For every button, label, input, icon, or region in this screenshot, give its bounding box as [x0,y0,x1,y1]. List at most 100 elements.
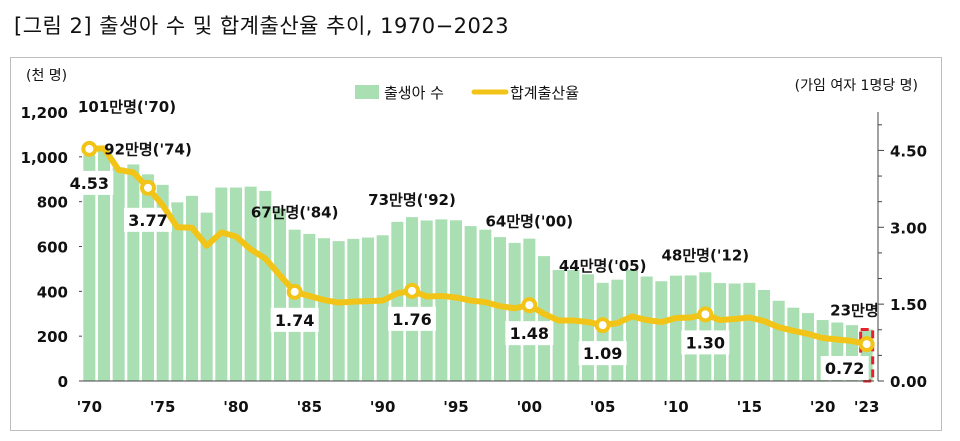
x-tick-label: '23 [854,398,879,416]
bar-1994 [435,219,448,381]
bar-1993 [420,220,433,381]
bar-1985 [303,233,316,381]
left-tick-label: 0 [58,373,68,391]
bar-1973 [127,164,140,381]
bar-1991 [391,221,404,381]
bar-1981 [244,186,257,381]
bar-1980 [229,187,243,381]
right-tick-label: 4.50 [890,142,927,160]
tfr-annotation-1970: 4.53 [70,174,109,193]
x-tick-label: '80 [223,398,248,416]
bar-1995 [449,220,463,381]
bar-2003 [567,270,580,381]
right-tick-label: 3.00 [890,219,927,237]
bar-1971 [97,151,111,381]
tfr-label-bg-1984 [270,307,319,332]
tfr-label-bg-2023 [820,356,869,380]
bar-1990 [376,235,389,381]
x-tick-label: '05 [590,398,615,416]
bar-1989 [361,237,375,381]
bar-1976 [171,202,184,381]
bar-2008 [640,276,653,381]
left-tick-label: 600 [37,239,68,257]
bar-2012 [699,272,712,381]
tfr-label-bg-2005 [578,341,627,366]
bar-2010 [669,275,683,381]
bar-2006 [611,279,624,381]
bar-2001 [537,256,551,381]
tfr-line [86,145,870,348]
tfr-marker-1970 [81,140,98,157]
tfr-annotation-1974: 3.77 [128,211,167,230]
line-layer [81,140,875,353]
legend-line-label: 합계출산율 [510,84,579,102]
left-axis-title: (천 명) [26,68,67,84]
left-tick-label: 1,200 [21,104,68,122]
tfr-annotation-2000: 1.48 [510,324,549,343]
bar-2016 [757,289,771,381]
bar-1972 [112,167,125,381]
tfr-marker-2000 [521,297,538,314]
tfr-label-bg-1970 [65,170,114,195]
tfr-marker-2005 [594,317,611,334]
bar-2014 [728,283,741,381]
axis-layer: 0 200 400 600 800 1,000 1,200 0.00 1.50 3.00 4.50 '… [21,104,927,416]
birth-annotation-1974: 92만명('74) [104,140,192,158]
bar-2009 [655,281,668,381]
tfr-marker-1974 [140,179,156,196]
text-layer: (천 명) (가임 여자 1명당 명) 출생아 수 합계출산율 101만명('70) 92… [26,68,918,378]
legend-bar-label: 출생아 수 [384,84,444,102]
birth-annotation-2000: 64만명('00) [486,213,574,231]
bar-1992 [405,217,419,381]
bar-1982 [259,190,272,381]
birth-annotation-1984: 67만명('84) [251,204,339,222]
x-tick-label: '90 [370,398,395,416]
bar-1978 [200,212,213,381]
right-tick-label: 1.50 [890,296,927,314]
bar-1979 [215,187,228,381]
left-tick-label: 200 [37,328,68,346]
bar-layer [83,151,875,383]
bar-1977 [185,195,199,381]
tfr-annotation-2023: 0.72 [825,359,864,378]
tfr-label-bg-2012 [681,330,730,355]
x-tick-label: '20 [810,398,835,416]
legend-bar-swatch [355,85,379,99]
left-tick-label: 800 [37,194,68,212]
bar-2019 [801,313,815,381]
bar-1999 [508,242,521,381]
bar-2015 [743,282,756,381]
x-tick-label: '70 [77,398,102,416]
birth-annotation-1970: 101만명('70) [78,98,176,116]
bar-1975 [156,184,169,381]
x-tick-label: '75 [150,398,175,416]
bar-2002 [552,270,565,381]
tfr-marker-2012 [697,306,714,323]
bar-1988 [347,238,360,381]
tfr-marker-2023 [858,336,875,353]
chart-frame [10,57,942,431]
tfr-marker-1984 [286,283,303,300]
x-tick-label: '95 [443,398,468,416]
tfr-label-bg-1992 [388,306,436,331]
x-tick-label: '10 [663,398,688,416]
x-tick-label: '00 [517,398,542,416]
tfr-label-bg-2000 [505,321,554,346]
birth-annotation-2012: 48만명('12) [662,246,750,264]
bar-1983 [273,208,287,381]
bar-1970 [83,155,96,381]
bar-1986 [317,238,331,381]
left-tick-label: 400 [37,283,68,301]
figure-title: [그림 2] 출생아 수 및 합계출산율 추이, 1970−2023 [14,14,510,38]
bar-2007 [625,269,639,381]
right-axis-title: (가임 여자 1명당 명) [795,78,918,94]
bar-1974 [141,174,155,381]
right-tick-label: 0.00 [890,373,927,391]
tfr-annotation-1992: 1.76 [392,310,431,329]
birth-annotation-2005: 44만명('05) [559,257,647,275]
bar-2018 [787,307,800,381]
bar-1984 [288,229,301,381]
tfr-annotation-2012: 1.30 [686,333,725,352]
x-tick-label: '15 [737,398,762,416]
bar-1987 [332,241,345,381]
